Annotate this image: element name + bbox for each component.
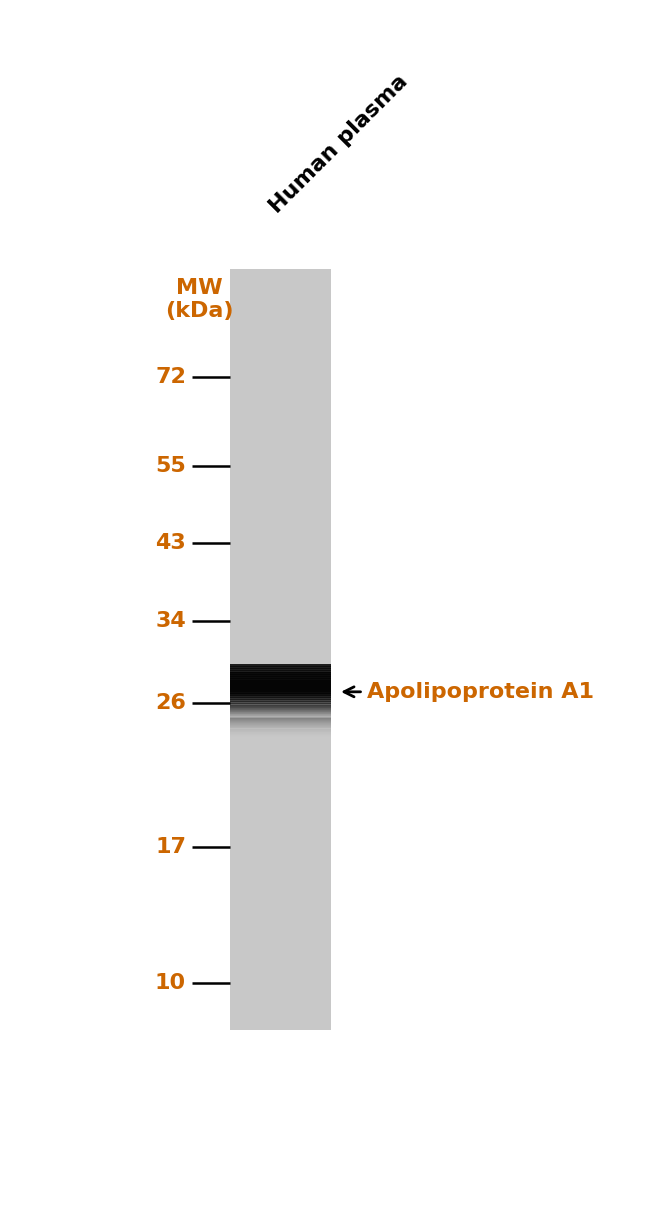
Text: MW
(kDa): MW (kDa) xyxy=(165,278,234,321)
Text: 55: 55 xyxy=(155,457,186,476)
Text: 72: 72 xyxy=(155,366,186,387)
Text: 26: 26 xyxy=(155,694,186,713)
Bar xyxy=(230,269,331,1031)
Text: 17: 17 xyxy=(155,836,186,857)
Text: Human plasma: Human plasma xyxy=(266,71,412,217)
Text: 34: 34 xyxy=(155,612,186,631)
Text: 43: 43 xyxy=(155,534,186,553)
Text: 10: 10 xyxy=(155,973,186,993)
Text: Apolipoprotein A1: Apolipoprotein A1 xyxy=(367,681,594,702)
